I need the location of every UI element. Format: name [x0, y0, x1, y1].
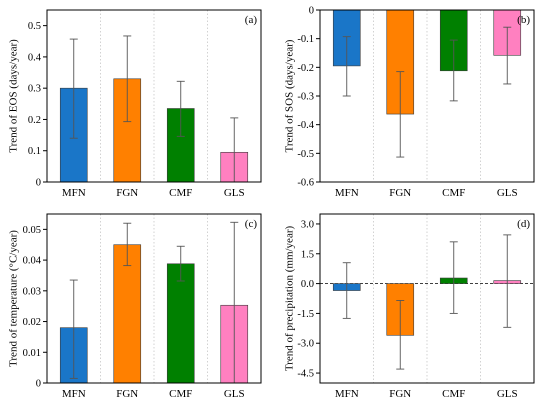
x-category-label: GLS	[497, 388, 518, 400]
y-axis-title: Trend of temperature (°C/year)	[8, 230, 20, 367]
y-tick-label: -0.6	[297, 178, 314, 189]
panel-label: (d)	[517, 218, 530, 230]
plot-frame	[46, 213, 262, 384]
y-tick-label: 0	[309, 6, 314, 17]
x-category-label: CMF	[169, 187, 192, 199]
y-tick-label: 3.0	[301, 219, 314, 230]
x-category-label: CMF	[169, 388, 192, 400]
error-bar-cmf	[449, 39, 458, 102]
x-category-label: GLS	[224, 187, 245, 199]
error-bar-mfn	[69, 279, 78, 379]
error-bar-mfn	[342, 262, 351, 319]
error-bar-cmf	[176, 245, 185, 282]
x-category-label: MFN	[62, 187, 86, 199]
x-category-label: FGN	[116, 388, 138, 400]
error-bar-gls	[503, 234, 512, 328]
x-category-label: MFN	[335, 187, 359, 199]
y-tick-label: 0.02	[23, 317, 41, 328]
x-category-label: GLS	[497, 187, 518, 199]
x-category-label: FGN	[116, 187, 138, 199]
error-bar-mfn	[342, 36, 351, 97]
y-tick-label: 0.04	[23, 256, 42, 267]
x-category-label: GLS	[224, 388, 245, 400]
error-bar-fgn	[123, 222, 132, 267]
panel-label: (c)	[245, 218, 258, 230]
y-tick-label: 1.5	[301, 249, 314, 260]
y-tick-label: -3.0	[297, 339, 314, 350]
y-tick-label: -0.1	[297, 34, 314, 45]
plot-frame	[319, 213, 535, 384]
y-tick-label: 0.05	[23, 225, 41, 236]
chart-panel-2: -0.6 -0.5 -0.4 -0.3 -0.2 -0.1 0 MFN FGN CMF GLS Tre…	[284, 6, 535, 199]
y-axis-title: Trend of EOS (days/year)	[8, 39, 20, 153]
y-axis-title: Trend of SOS (days/year)	[284, 39, 296, 152]
y-tick-label: -0.2	[297, 63, 314, 74]
x-category-label: CMF	[442, 187, 465, 199]
y-tick-label: -0.3	[297, 92, 314, 103]
error-bar-fgn	[396, 71, 405, 158]
y-tick-label: 0.0	[301, 279, 314, 290]
y-axis-title: Trend of precipitation (mm/year)	[284, 226, 296, 372]
error-bar-mfn	[69, 38, 78, 139]
x-category-label: MFN	[62, 388, 86, 400]
chart-panel-1: 0 0.1 0.2 0.3 0.4 0.5 MFN FGN CMF GLS Trend of EOS…	[8, 9, 262, 199]
y-tick-label: -1.5	[297, 309, 314, 320]
x-category-label: FGN	[389, 187, 411, 199]
y-tick-label: -0.4	[297, 120, 314, 131]
y-tick-label: 0	[36, 178, 41, 189]
y-tick-label: -4.5	[297, 369, 314, 380]
chart-panel-3: 0 0.01 0.02 0.03 0.04 0.05 MFN FGN CMF GLS Trend o…	[8, 213, 262, 400]
error-bar-cmf	[176, 80, 185, 137]
x-category-label: CMF	[442, 388, 465, 400]
x-category-label: MFN	[335, 388, 359, 400]
y-tick-label: 0.01	[23, 348, 41, 359]
bar-fgn	[113, 244, 142, 384]
panel-label: (b)	[517, 14, 530, 26]
error-bar-gls	[503, 26, 512, 85]
x-category-label: FGN	[389, 388, 411, 400]
y-tick-label: -0.5	[297, 149, 314, 160]
y-tick-label: 0.1	[28, 146, 41, 157]
bar-cmf	[166, 263, 195, 384]
y-tick-label: 0.2	[28, 115, 41, 126]
plot-frame	[46, 9, 262, 183]
error-bar-fgn	[123, 35, 132, 123]
y-tick-label: 0.3	[28, 84, 41, 95]
error-bar-fgn	[396, 300, 405, 370]
chart-panel-4: -4.5 -3.0 -1.5 0.0 1.5 3.0 MFN FGN CMF GLS Trend o…	[284, 213, 535, 400]
y-tick-label: 0.4	[28, 52, 42, 63]
error-bar-cmf	[449, 241, 458, 314]
y-tick-label: 0.5	[28, 21, 41, 32]
y-tick-label: 0.03	[23, 286, 41, 297]
panel-label: (a)	[245, 14, 258, 26]
y-tick-label: 0	[36, 379, 41, 390]
